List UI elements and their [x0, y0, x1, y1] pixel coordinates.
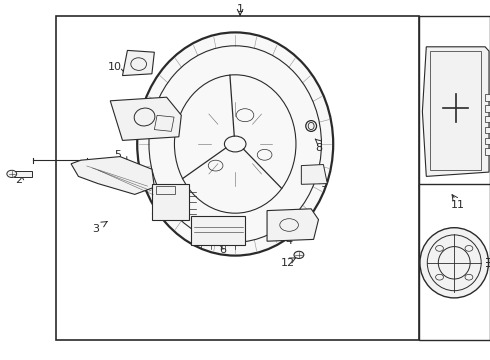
Bar [485, 105, 490, 112]
Ellipse shape [137, 32, 333, 256]
Bar [485, 138, 490, 144]
Bar [191, 216, 245, 245]
Circle shape [7, 170, 17, 177]
Polygon shape [110, 97, 181, 140]
Bar [485, 148, 490, 155]
Polygon shape [267, 209, 318, 241]
Bar [154, 115, 174, 131]
Bar [485, 94, 490, 101]
Polygon shape [301, 165, 327, 184]
Circle shape [294, 251, 304, 258]
Text: 7: 7 [149, 213, 157, 223]
Text: 10: 10 [108, 62, 122, 72]
Bar [485, 116, 490, 122]
Text: 12: 12 [281, 258, 295, 268]
Polygon shape [422, 47, 489, 176]
Bar [152, 184, 189, 220]
Text: 5: 5 [114, 150, 121, 160]
Text: 8: 8 [315, 143, 322, 153]
Bar [56, 16, 419, 340]
Text: 6: 6 [220, 245, 226, 255]
Text: 4: 4 [286, 236, 293, 246]
Text: 1: 1 [237, 4, 244, 14]
Ellipse shape [420, 228, 489, 298]
Text: 11: 11 [451, 200, 465, 210]
Bar [419, 184, 490, 340]
Bar [419, 16, 490, 187]
Text: 3: 3 [92, 224, 99, 234]
Text: 9: 9 [320, 179, 327, 189]
Ellipse shape [306, 121, 317, 131]
Polygon shape [71, 157, 154, 194]
Bar [156, 186, 175, 194]
Bar [485, 127, 490, 133]
Text: 2: 2 [15, 175, 22, 185]
Polygon shape [122, 50, 154, 76]
Bar [14, 171, 32, 177]
